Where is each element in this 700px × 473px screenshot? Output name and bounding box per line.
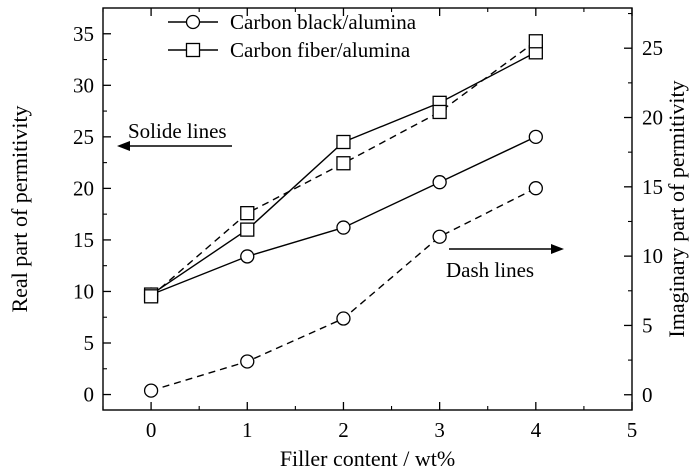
y-left-tick-label: 30 <box>73 73 94 97</box>
x-tick-label: 2 <box>338 418 349 442</box>
y-left-tick-label: 5 <box>84 331 95 355</box>
plot-frame <box>102 7 633 411</box>
carbon-black-imaginary-point <box>143 383 159 398</box>
carbon-black-real-point <box>528 129 543 144</box>
x-tick-label: 5 <box>627 418 638 442</box>
x-axis-label: Filler content / wt% <box>280 446 455 471</box>
carbon-fiber-imaginary-point <box>432 104 447 120</box>
y-left-tick-label: 10 <box>73 279 94 303</box>
carbon-black-legend-label: Carbon black/alumina <box>230 10 417 34</box>
x-tick-label: 1 <box>242 418 253 442</box>
carbon-fiber-real-point <box>240 222 255 237</box>
y-right-tick-label: 0 <box>642 383 653 407</box>
y-left-tick-label: 0 <box>84 383 95 407</box>
carbon-black-legend-marker <box>185 14 201 30</box>
carbon-fiber-imaginary-point <box>336 156 351 171</box>
y-left-tick-label: 15 <box>73 228 94 252</box>
y-right-tick-label: 10 <box>642 244 663 268</box>
y-right-tick-label: 15 <box>642 175 663 199</box>
carbon-black-real-point <box>336 220 351 235</box>
carbon-fiber-legend-marker <box>185 42 201 58</box>
y-right-tick-label: 20 <box>642 106 663 130</box>
carbon-fiber-imaginary-point <box>143 289 159 304</box>
right-arrow-head <box>551 244 564 254</box>
y-left-axis-label: Real part of permitivity <box>7 105 32 312</box>
y-right-tick-label: 25 <box>642 36 663 60</box>
y-right-axis-label: Imaginary part of permitivity <box>664 80 689 337</box>
carbon-black-imaginary-point <box>240 354 255 369</box>
y-left-tick-label: 20 <box>73 176 94 200</box>
carbon-black-imaginary-point <box>528 181 543 196</box>
x-tick-label: 3 <box>434 418 445 442</box>
y-left-tick-label: 35 <box>73 22 94 46</box>
legend: Carbon black/alumina Carbon fiber/alumina <box>168 10 417 62</box>
carbon-black-imaginary-line <box>150 187 537 392</box>
y-left-tick-label: 25 <box>73 125 94 149</box>
carbon-black-imaginary-point <box>432 229 447 244</box>
x-tick-label: 4 <box>531 418 542 442</box>
solid-lines-annotation: Solide lines <box>128 119 227 143</box>
carbon-black-real-point <box>432 175 447 190</box>
carbon-fiber-imaginary-point <box>528 34 543 49</box>
carbon-black-imaginary-point <box>336 311 351 326</box>
carbon-fiber-imaginary-line <box>150 40 537 297</box>
dash-lines-annotation: Dash lines <box>446 258 534 282</box>
axis-labels: Filler content / wt% Real part of permiti… <box>7 80 689 471</box>
y-right-tick-label: 5 <box>642 313 653 337</box>
series-layer <box>143 34 543 398</box>
axes-frame <box>102 7 633 411</box>
carbon-fiber-real-point <box>336 134 351 150</box>
carbon-fiber-legend-label: Carbon fiber/alumina <box>230 38 411 62</box>
x-tick-label: 0 <box>146 418 157 442</box>
annotations: Solide lines Dash lines <box>117 119 564 282</box>
carbon-fiber-imaginary-point <box>240 206 255 221</box>
carbon-black-real-point <box>240 249 255 264</box>
left-arrow-head <box>117 141 130 151</box>
